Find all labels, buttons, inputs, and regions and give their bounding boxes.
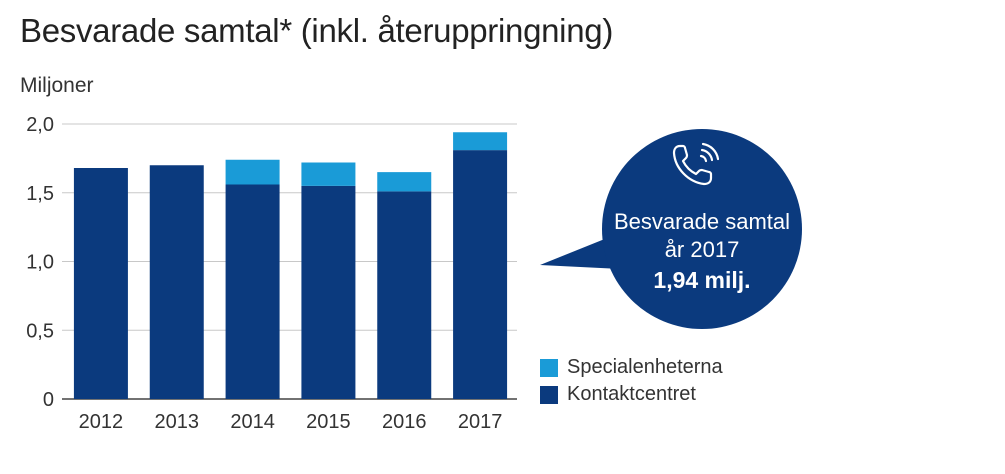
x-tick-label: 2012 xyxy=(79,411,124,433)
bar-kontaktcentret-2014 xyxy=(225,184,280,399)
bar-specialenheterna-2015 xyxy=(301,162,356,186)
legend-item-kontakt: Kontaktcentret xyxy=(540,381,723,408)
bar-kontaktcentret-2016 xyxy=(377,191,432,399)
bar-specialenheterna-2017 xyxy=(453,132,508,151)
bar-kontaktcentret-2017 xyxy=(453,150,508,399)
callout-bubble xyxy=(540,129,802,329)
x-tick-label: 2014 xyxy=(230,411,275,433)
legend: Specialenheterna Kontaktcentret xyxy=(540,354,723,408)
y-axis-unit-label: Miljoner xyxy=(20,74,94,97)
chart-title: Besvarade samtal* (inkl. återuppringning… xyxy=(20,12,614,49)
y-axis-ticks: 0 0,5 1,0 1,5 2,0 xyxy=(26,114,54,411)
y-tick-label: 1,5 xyxy=(26,183,54,205)
callout-value: 1,94 milj. xyxy=(653,267,751,293)
callout-line1: Besvarade samtal xyxy=(613,209,791,234)
bar-kontaktcentret-2013 xyxy=(149,165,204,399)
legend-swatch-kontakt xyxy=(540,385,558,404)
gridlines xyxy=(62,123,517,400)
y-tick-label: 1,0 xyxy=(26,252,54,274)
y-tick-label: 2,0 xyxy=(26,114,54,136)
phone-icon xyxy=(672,142,720,186)
bars xyxy=(73,132,508,399)
x-axis-ticks: 2012 2013 2014 2015 2016 2017 xyxy=(79,411,503,433)
callout-line2: år 2017 xyxy=(664,237,740,262)
legend-swatch-special xyxy=(540,358,558,377)
legend-label-special: Specialenheterna xyxy=(567,356,723,378)
bar-kontaktcentret-2015 xyxy=(301,185,356,399)
x-tick-label: 2016 xyxy=(382,411,427,433)
y-tick-label: 0 xyxy=(43,389,54,411)
legend-item-special: Specialenheterna xyxy=(540,354,723,381)
x-tick-label: 2017 xyxy=(458,411,503,433)
y-tick-label: 0,5 xyxy=(26,320,54,342)
x-tick-label: 2013 xyxy=(155,411,200,433)
bar-specialenheterna-2016 xyxy=(377,172,432,192)
callout-text: Besvarade samtal år 2017 1,94 milj. xyxy=(596,208,808,294)
x-tick-label: 2015 xyxy=(306,411,351,433)
legend-label-kontakt: Kontaktcentret xyxy=(567,383,696,405)
bar-kontaktcentret-2012 xyxy=(73,168,128,399)
bar-specialenheterna-2014 xyxy=(225,159,280,185)
